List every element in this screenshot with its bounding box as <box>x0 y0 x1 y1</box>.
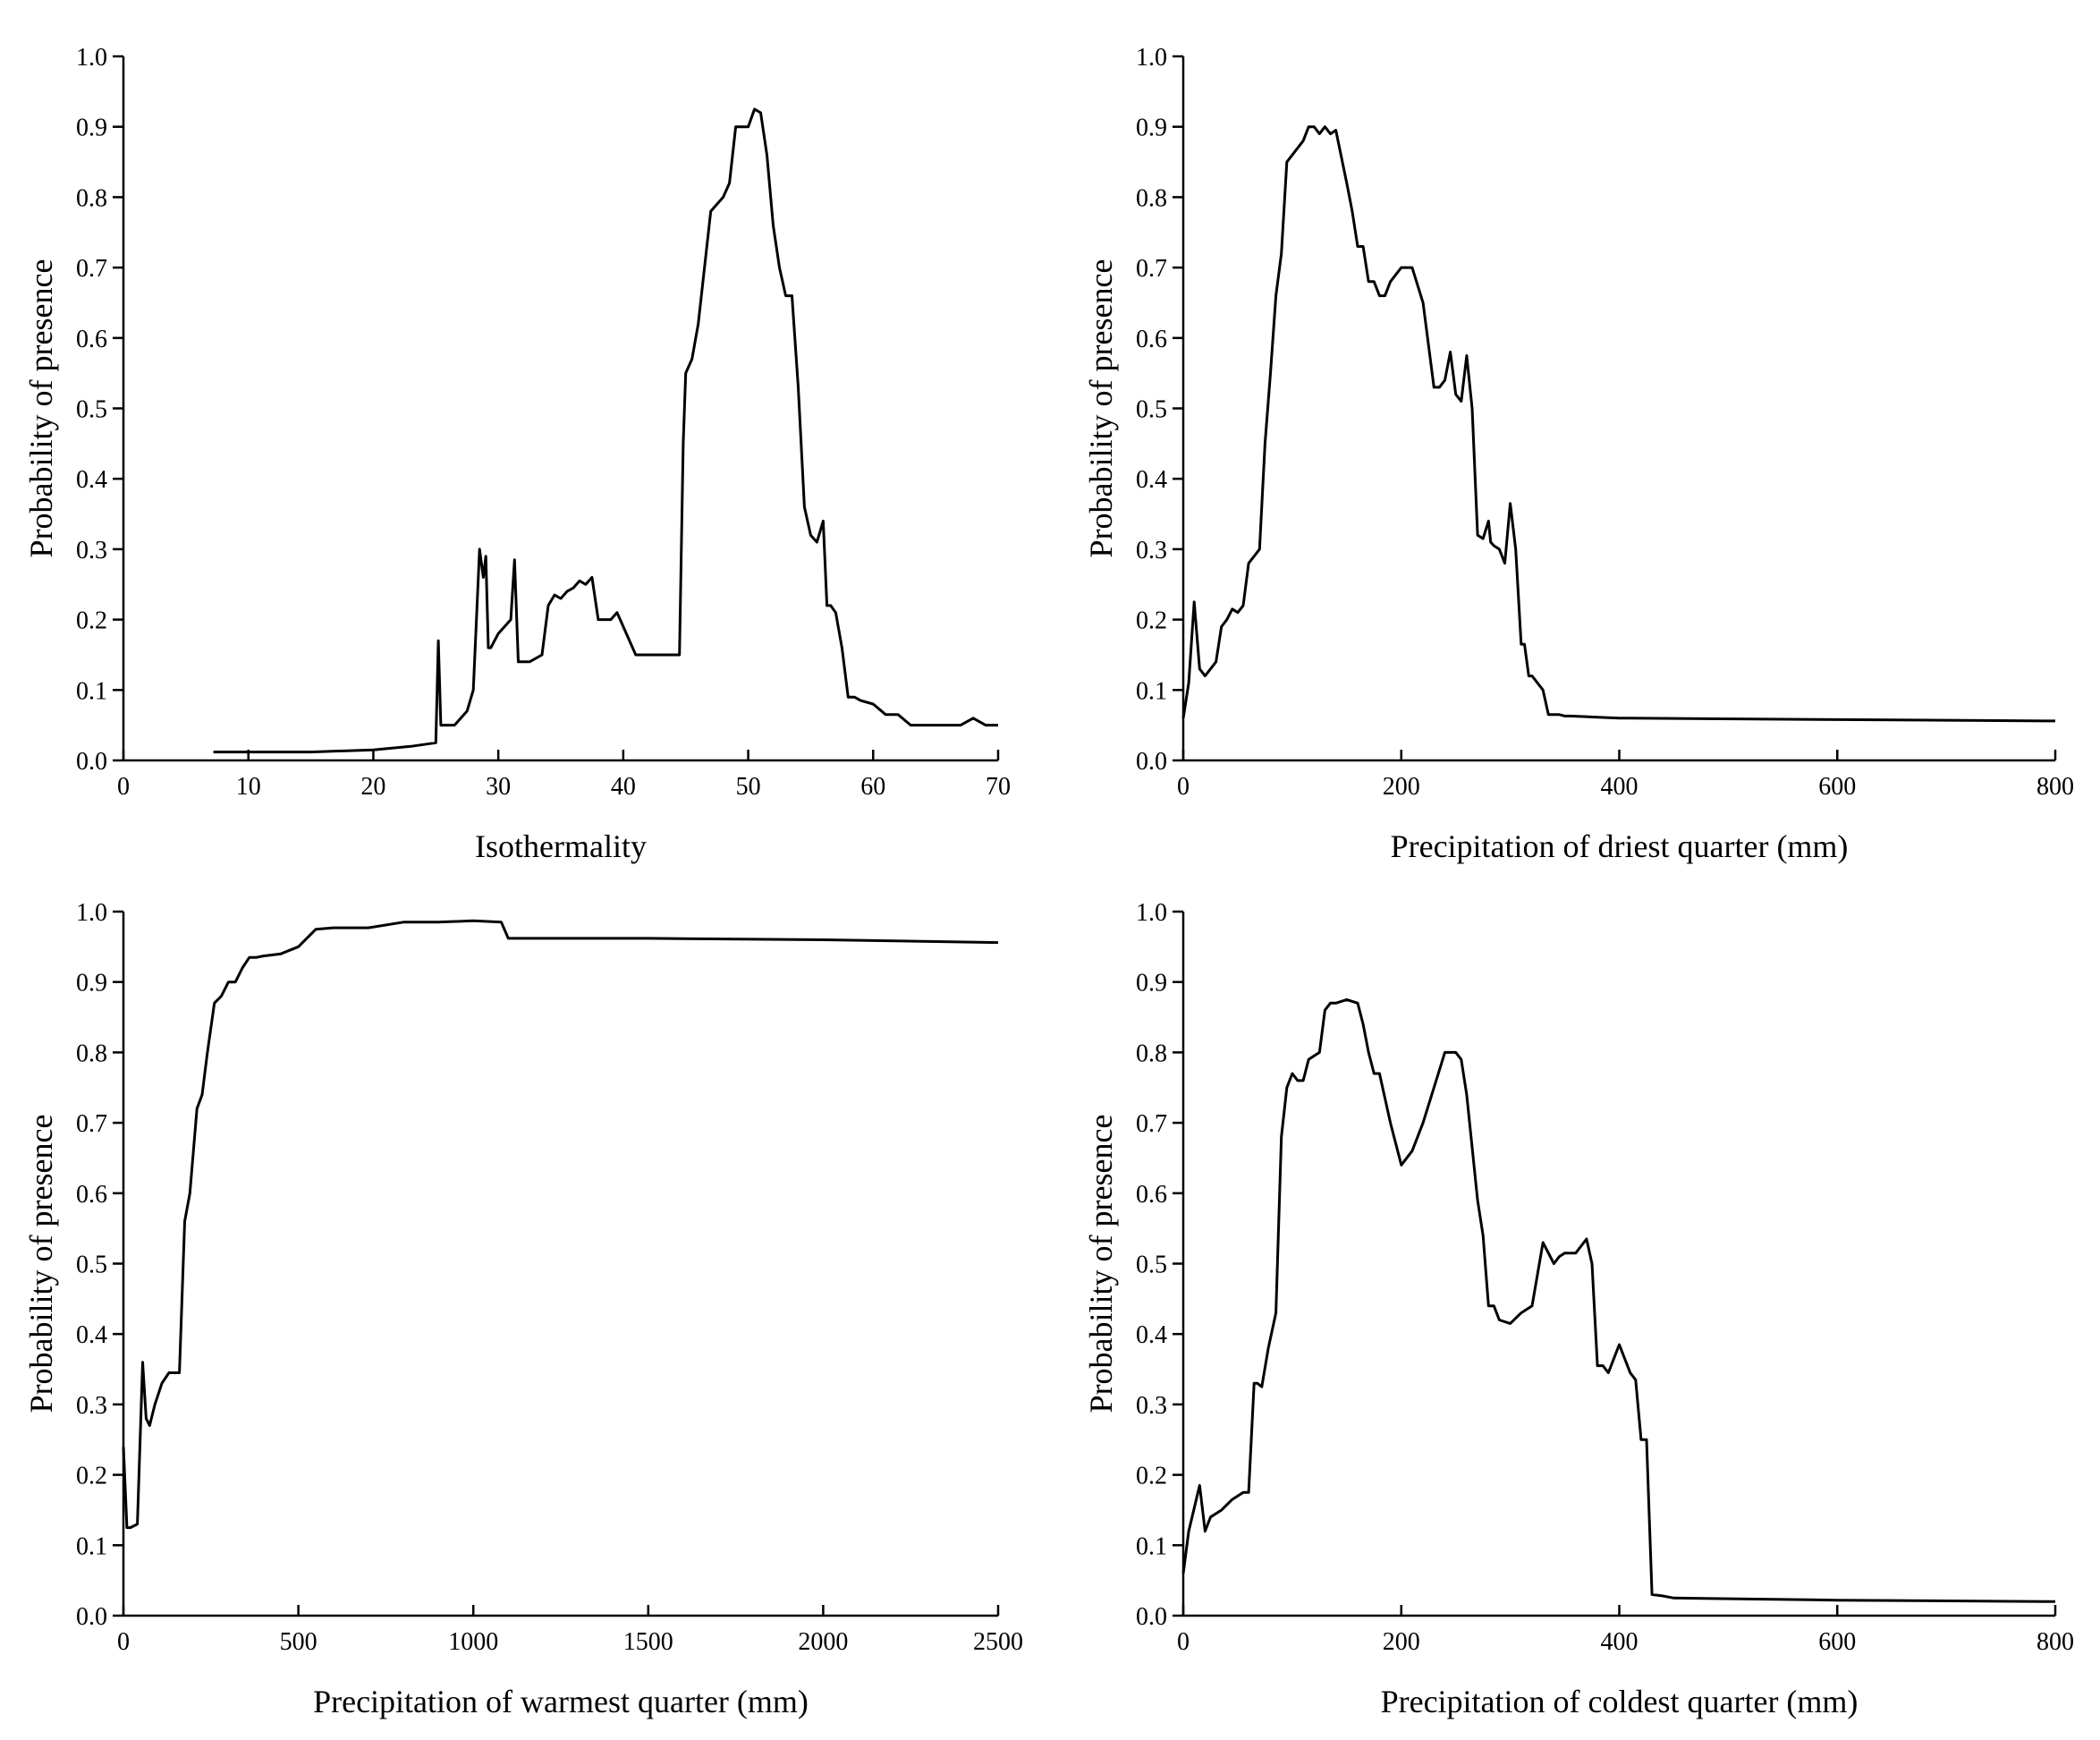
y-tick-label: 0.6 <box>76 1181 107 1209</box>
y-tick-label: 0.7 <box>1136 255 1167 283</box>
x-axis-title: Precipitation of coldest quarter (mm) <box>1381 1684 1859 1719</box>
x-tick-label: 500 <box>280 1628 318 1656</box>
y-tick-label: 0.9 <box>1136 115 1167 142</box>
x-tick-label: 800 <box>2036 1628 2074 1656</box>
x-tick-label: 1500 <box>623 1628 673 1656</box>
y-tick-label: 1.0 <box>1136 44 1167 72</box>
x-tick-label: 30 <box>486 773 511 801</box>
y-tick-label: 0.9 <box>76 115 107 142</box>
x-tick-label: 0 <box>117 1628 130 1656</box>
y-tick-label: 0.8 <box>1136 1040 1167 1067</box>
y-tick-label: 0.7 <box>76 255 107 283</box>
y-tick-label: 0.9 <box>1136 970 1167 997</box>
y-tick-label: 0.2 <box>1136 607 1167 635</box>
x-tick-label: 200 <box>1383 1628 1420 1656</box>
response-curve-warmest-quarter <box>122 919 999 1530</box>
y-tick-label: 0.6 <box>76 326 107 353</box>
y-tick-label: 0.7 <box>76 1110 107 1138</box>
y-tick-label: 0.2 <box>1136 1463 1167 1490</box>
chart-panel-warmest-quarter: 0.0 0.1 0.2 0.3 0.4 0.5 0.6 0.7 0.8 0.9 1.0 0 500 100… <box>23 899 1023 1719</box>
x-tick-label: 70 <box>986 773 1011 801</box>
y-tick-label: 0.5 <box>76 396 107 424</box>
x-tick-label: 200 <box>1383 773 1420 801</box>
response-curve-driest-quarter <box>1181 125 2056 723</box>
y-tick-label: 0.5 <box>76 1252 107 1279</box>
y-tick-label: 0.4 <box>1136 466 1167 494</box>
y-tick-label: 0.1 <box>1136 1532 1167 1560</box>
y-tick-label: 0.1 <box>76 677 107 705</box>
y-tick-label: 0.8 <box>1136 184 1167 212</box>
x-tick-label: 800 <box>2036 773 2074 801</box>
y-tick-label: 0.6 <box>1136 326 1167 353</box>
y-tick-label: 0.3 <box>1136 537 1167 564</box>
x-tick-label: 600 <box>1818 1628 1856 1656</box>
chart-panel-driest-quarter: 0.0 0.1 0.2 0.3 0.4 0.5 0.6 0.7 0.8 0.9 1.0 0 200 400… <box>1083 44 2074 864</box>
y-axis-title: Probability of presence <box>23 259 59 558</box>
x-axis-title: Precipitation of driest quarter (mm) <box>1391 828 1849 864</box>
x-tick-label: 2000 <box>798 1628 848 1656</box>
y-tick-label: 0.0 <box>76 1603 107 1631</box>
x-tick-label: 1000 <box>448 1628 498 1656</box>
y-axis-title: Probability of presence <box>23 1115 59 1413</box>
y-tick-label: 0.0 <box>1136 1603 1167 1631</box>
x-tick-label: 60 <box>860 773 885 801</box>
y-tick-label: 0.4 <box>76 466 107 494</box>
y-tick-label: 0.4 <box>1136 1321 1167 1349</box>
x-tick-label: 50 <box>736 773 761 801</box>
x-tick-label: 40 <box>611 773 636 801</box>
y-tick-label: 1.0 <box>76 899 107 927</box>
x-tick-label: 20 <box>360 773 385 801</box>
y-tick-label: 0.1 <box>76 1532 107 1560</box>
x-axis-title: Precipitation of warmest quarter (mm) <box>313 1684 809 1719</box>
y-tick-label: 1.0 <box>76 44 107 72</box>
y-tick-label: 0.0 <box>76 748 107 776</box>
y-tick-label: 0.4 <box>76 1321 107 1349</box>
x-tick-label: 0 <box>1177 1628 1190 1656</box>
y-tick-label: 0.1 <box>1136 677 1167 705</box>
y-tick-label: 0.5 <box>1136 1252 1167 1279</box>
y-tick-label: 0.8 <box>76 1040 107 1067</box>
y-tick-label: 0.2 <box>76 607 107 635</box>
y-tick-label: 0.7 <box>1136 1110 1167 1138</box>
response-curve-coldest-quarter <box>1181 997 2056 1603</box>
y-axis-title: Probability of presence <box>1083 259 1119 558</box>
y-tick-label: 0.2 <box>76 1463 107 1490</box>
chart-panel-coldest-quarter: 0.0 0.1 0.2 0.3 0.4 0.5 0.6 0.7 0.8 0.9 1.0 0 200 400… <box>1083 899 2074 1719</box>
y-tick-label: 0.0 <box>1136 748 1167 776</box>
y-tick-label: 0.9 <box>76 970 107 997</box>
y-tick-label: 0.5 <box>1136 396 1167 424</box>
x-tick-label: 2500 <box>973 1628 1023 1656</box>
response-curve-isothermality <box>213 107 998 754</box>
y-tick-label: 0.3 <box>76 1392 107 1420</box>
x-tick-label: 0 <box>1177 773 1190 801</box>
chart-panel-isothermality: 0.0 0.1 0.2 0.3 0.4 0.5 0.6 0.7 0.8 0.9 1.0 0 10 20 30… <box>23 44 1011 864</box>
x-tick-label: 10 <box>236 773 261 801</box>
y-tick-label: 1.0 <box>1136 899 1167 927</box>
x-tick-label: 0 <box>117 773 130 801</box>
y-tick-label: 0.3 <box>76 537 107 564</box>
y-tick-label: 0.8 <box>76 184 107 212</box>
x-tick-label: 600 <box>1818 773 1856 801</box>
x-tick-label: 400 <box>1601 1628 1639 1656</box>
x-tick-label: 400 <box>1601 773 1639 801</box>
x-axis-title: Isothermality <box>475 828 647 864</box>
y-tick-label: 0.6 <box>1136 1181 1167 1209</box>
y-axis-title: Probability of presence <box>1083 1115 1119 1413</box>
y-tick-label: 0.3 <box>1136 1392 1167 1420</box>
